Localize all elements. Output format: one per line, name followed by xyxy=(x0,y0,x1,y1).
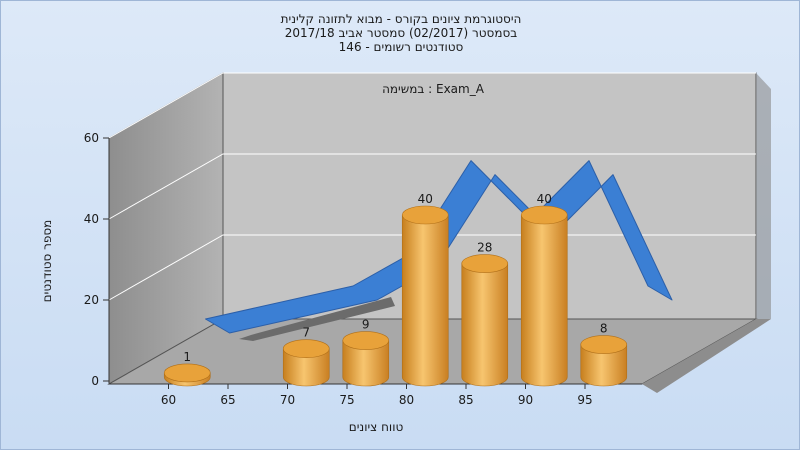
bar-top xyxy=(520,205,568,225)
bar-top xyxy=(401,205,449,225)
bar-body xyxy=(282,348,330,387)
bar-body xyxy=(461,263,509,387)
bar-body xyxy=(401,214,449,387)
x-tick-label: 70 xyxy=(280,393,295,407)
x-tick-label: 60 xyxy=(161,393,176,407)
gridlines xyxy=(108,72,756,301)
bar-top xyxy=(282,339,330,358)
gridline xyxy=(108,72,756,139)
bar: 8 xyxy=(580,322,628,387)
bar-top xyxy=(342,331,390,350)
bar-value-label: 8 xyxy=(600,322,608,336)
bar: 9 xyxy=(342,318,390,387)
bar: 40 xyxy=(401,192,449,387)
y-axis: 0 20 40 60 xyxy=(84,131,110,388)
bar-value-label: 9 xyxy=(362,318,370,332)
x-tick-label: 85 xyxy=(458,393,473,407)
y-tick-label: 60 xyxy=(84,131,99,145)
bar-value-label: 28 xyxy=(477,241,492,255)
bar-top xyxy=(580,335,628,354)
x-tick-label: 90 xyxy=(518,393,533,407)
bar-value-label: 40 xyxy=(537,192,552,206)
x-tick-label: 80 xyxy=(399,393,414,407)
gridline xyxy=(108,153,756,220)
chart-title-line-2: בסמסטר (02/2017) סמסטר אביב 2017/18 xyxy=(285,26,517,40)
curve-shadow xyxy=(239,297,395,341)
bar: 28 xyxy=(461,241,509,387)
chart-title-line-3: 146 - סטודנטים רשומים xyxy=(339,40,464,54)
y-tick-label: 0 xyxy=(91,374,99,388)
floor-edge xyxy=(642,319,771,393)
annotation: במשימה : Exam_A xyxy=(382,82,485,96)
gridline xyxy=(108,234,756,301)
y-tick-label: 40 xyxy=(84,212,99,226)
bar-body xyxy=(342,340,390,387)
y-axis-label: מספר סטודנטים xyxy=(40,220,54,303)
bar-value-label: 1 xyxy=(183,350,191,364)
bar-value-label: 7 xyxy=(302,326,310,340)
bar: 7 xyxy=(282,326,330,387)
bar-top xyxy=(163,363,211,383)
bar-value-label: 40 xyxy=(418,192,433,206)
bar: 1 xyxy=(163,350,211,387)
x-tick-label: 75 xyxy=(339,393,354,407)
x-tick-label: 65 xyxy=(220,393,235,407)
chart-title-line-1: היסטוגרמת ציונים בקורס - מבוא לתזונה קלי… xyxy=(281,12,522,26)
x-axis-label: טווח ציונים xyxy=(349,420,404,434)
bar-body xyxy=(520,214,568,387)
y-tick-label: 20 xyxy=(84,293,99,307)
bar-body xyxy=(580,344,628,387)
right-frame xyxy=(756,73,771,319)
x-tick-label: 95 xyxy=(577,393,592,407)
bars: 1 7 9 40 28 40 8 xyxy=(163,192,628,387)
bar: 40 xyxy=(520,192,568,387)
bar-top xyxy=(461,254,509,273)
x-axis: 60 65 70 75 80 85 90 95 xyxy=(109,383,642,407)
